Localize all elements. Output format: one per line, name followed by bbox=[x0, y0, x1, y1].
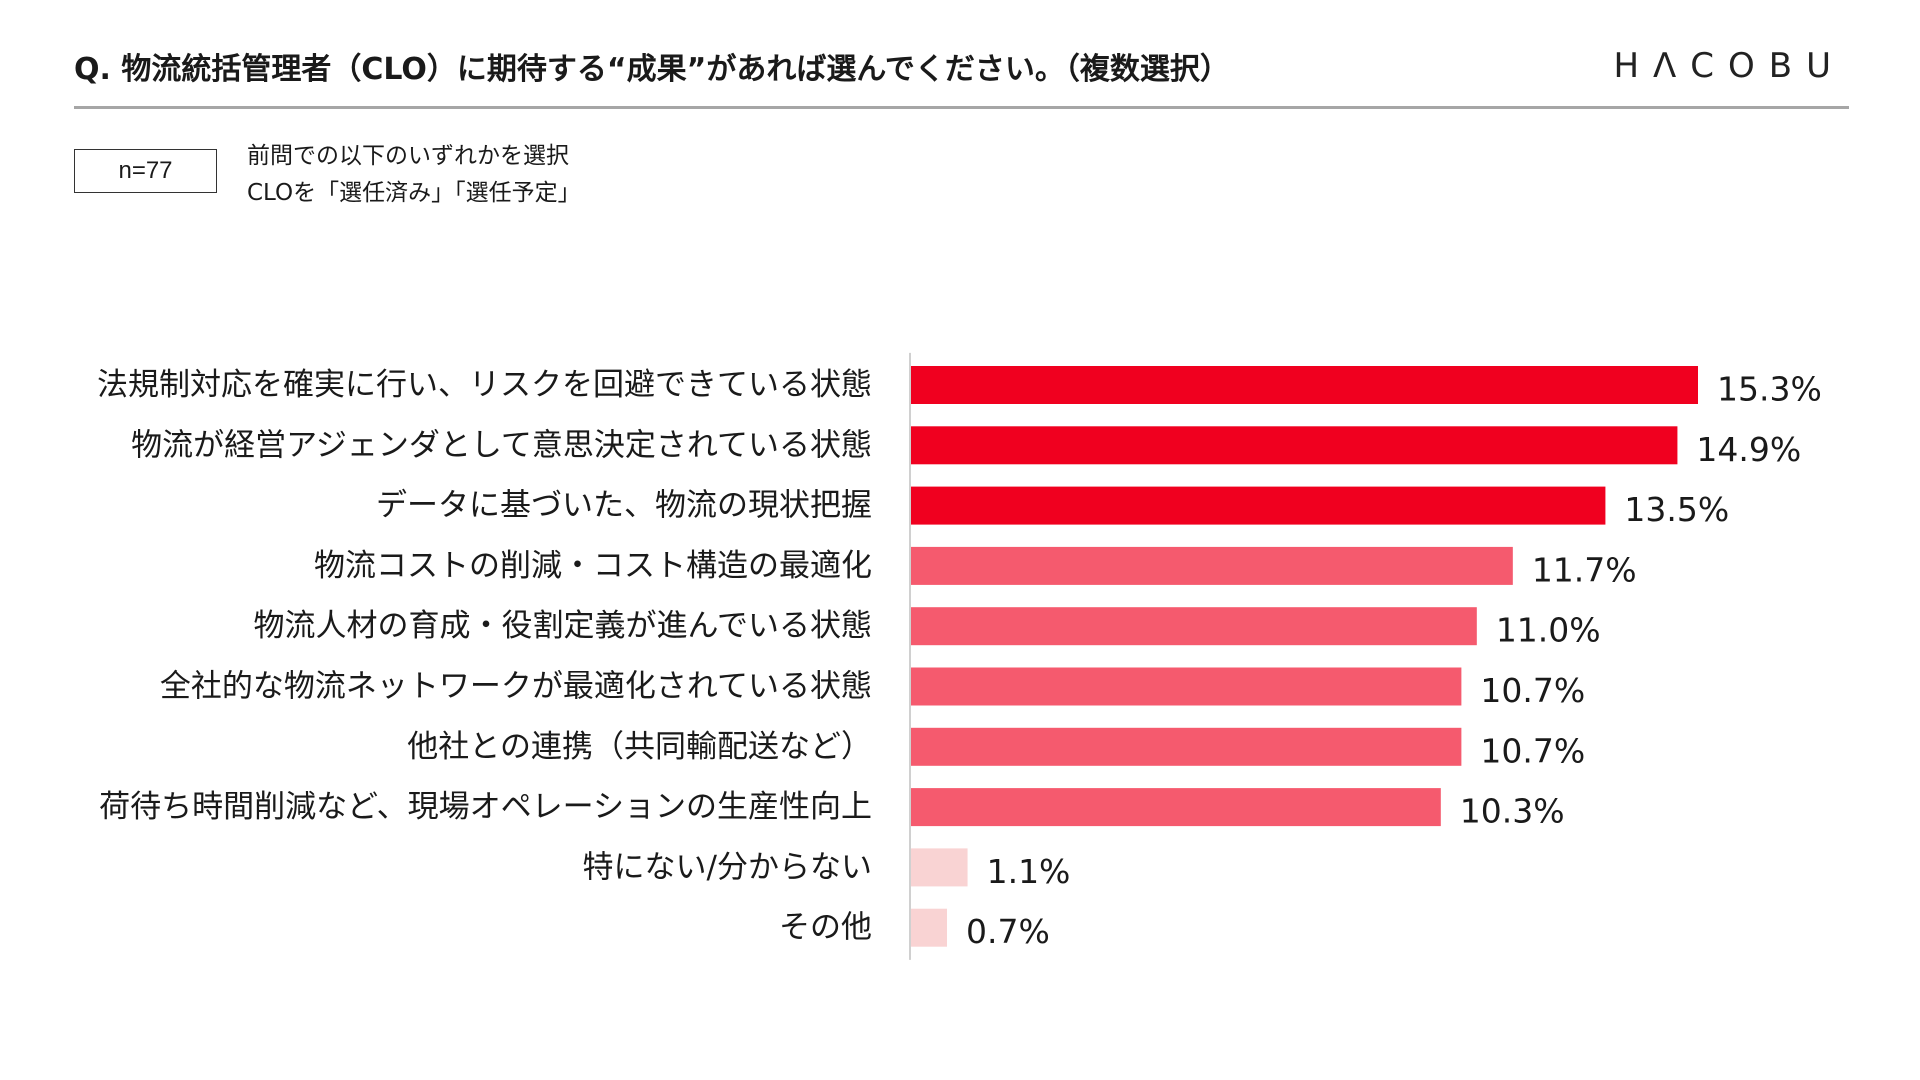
bar bbox=[911, 667, 1462, 706]
question-title: Q. 物流統括管理者（CLO）に期待する“成果”があれば選んでください。（複数選… bbox=[74, 52, 1230, 87]
value-label: 10.7% bbox=[1480, 731, 1585, 770]
category-label: 荷待ち時間削減など、現場オペレーションの生産性向上 bbox=[99, 789, 872, 825]
respondent-note-line-2: CLOを「選任済み」「選任予定」 bbox=[247, 180, 581, 206]
sample-size-box: n=77 bbox=[74, 149, 217, 193]
category-label: データに基づいた、物流の現状把握 bbox=[376, 488, 872, 524]
bar bbox=[911, 426, 1678, 465]
category-label: 物流人材の育成・役割定義が進んでいる状態 bbox=[254, 608, 872, 644]
bar bbox=[911, 848, 968, 887]
value-label: 15.3% bbox=[1717, 370, 1822, 409]
category-label: 他社との連携（共同輸配送など） bbox=[407, 729, 872, 765]
category-label: その他 bbox=[779, 910, 872, 946]
bar bbox=[911, 546, 1513, 585]
value-label: 11.7% bbox=[1532, 550, 1637, 589]
value-label: 1.1% bbox=[987, 852, 1071, 891]
category-label: 物流が経営アジェンダとして意思決定されている状態 bbox=[131, 427, 872, 463]
value-label: 14.9% bbox=[1696, 430, 1801, 469]
value-label: 13.5% bbox=[1624, 490, 1729, 529]
value-label: 10.3% bbox=[1460, 792, 1565, 831]
category-label: 特にない/分からない bbox=[583, 849, 872, 885]
category-label: 法規制対応を確実に行い、リスクを回避できている状態 bbox=[97, 367, 872, 403]
bar bbox=[911, 908, 948, 947]
bar bbox=[911, 486, 1606, 525]
respondent-note: 前問での以下のいずれかを選択 CLOを「選任済み」「選任予定」 bbox=[247, 138, 581, 212]
bar bbox=[911, 366, 1698, 404]
hacobu-logo: HΛCOBU bbox=[1613, 46, 1845, 86]
respondent-note-line-1: 前問での以下のいずれかを選択 bbox=[247, 143, 569, 169]
bar bbox=[911, 607, 1477, 646]
value-label: 11.0% bbox=[1496, 611, 1601, 650]
sample-size-label: n=77 bbox=[118, 157, 173, 184]
value-label: 10.7% bbox=[1480, 671, 1585, 710]
value-label: 0.7% bbox=[966, 912, 1050, 951]
bar bbox=[911, 788, 1441, 827]
category-label: 物流コストの削減・コスト構造の最適化 bbox=[314, 548, 872, 584]
header-divider bbox=[74, 106, 1849, 109]
category-label: 全社的な物流ネットワークが最適化されている状態 bbox=[160, 669, 872, 705]
bar bbox=[911, 727, 1462, 766]
